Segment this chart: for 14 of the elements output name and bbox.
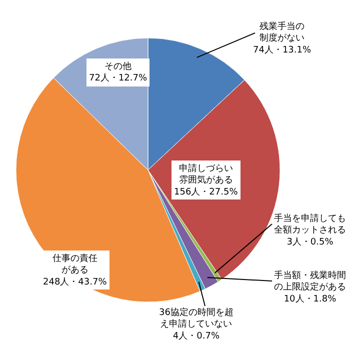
slice-label: 仕事の責任がある: [52, 253, 98, 276]
data-label: 156人・27.5%: [174, 186, 238, 198]
data-label: 72人・12.7%: [89, 72, 148, 84]
data-label: 248人・43.7%: [43, 276, 108, 288]
slice-label: 36協定の時間を超え申請していない: [159, 307, 234, 330]
data-label: 4人・0.7%: [172, 330, 220, 342]
data-label: 10人・1.8%: [284, 293, 337, 304]
slice-label: 残業手当の制度がない: [260, 21, 305, 44]
data-label: 74人・13.1%: [253, 44, 312, 56]
slice-label: 手当を申請しても全額カットされる: [274, 213, 346, 236]
slice-label: その他: [104, 61, 132, 72]
data-label: 3人・0.5%: [286, 236, 334, 248]
slice-label: 申請しづらい雰囲気がある: [178, 163, 233, 186]
slice-label: 手当額・残業時間の上限設定がある: [274, 270, 346, 293]
